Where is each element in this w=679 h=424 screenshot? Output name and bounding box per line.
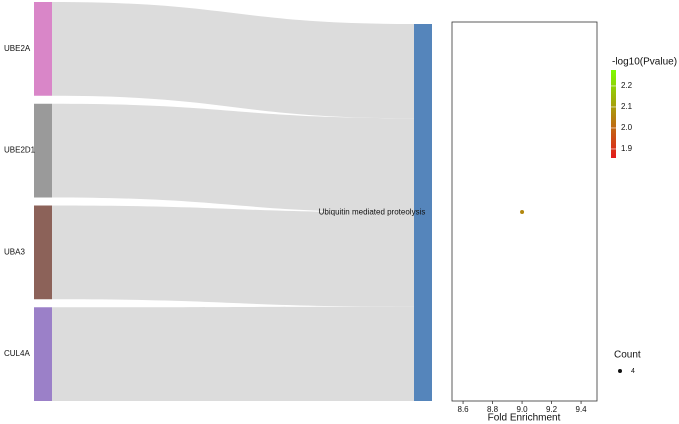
node-label: UBE2D1 xyxy=(4,146,36,155)
color-tick-label: 2.2 xyxy=(621,81,633,90)
color-tick-label: 1.9 xyxy=(621,144,633,153)
size-legend-label: 4 xyxy=(631,368,635,375)
x-tick-label: 8.6 xyxy=(458,405,470,414)
color-bar xyxy=(611,70,616,158)
color-tick-label: 2.0 xyxy=(621,123,633,132)
sankey-node xyxy=(34,2,52,96)
sankey-link xyxy=(52,306,414,401)
node-label: UBE2A xyxy=(4,44,31,53)
point xyxy=(520,210,525,214)
color-legend-title: -log10(Pvalue) xyxy=(612,57,677,68)
node-label: CUL4A xyxy=(4,349,30,358)
sankey-node xyxy=(34,205,52,300)
x-tick-label: 9.4 xyxy=(576,405,588,414)
color-tick-label: 2.1 xyxy=(621,102,633,111)
x-tick-label: 9.0 xyxy=(517,405,529,414)
plot-frame xyxy=(451,21,598,402)
sankey-node xyxy=(414,24,432,401)
size-legend-title: Count xyxy=(614,350,641,361)
sankey-link xyxy=(52,103,414,213)
node-label: UBA3 xyxy=(4,247,25,256)
sankey-link xyxy=(52,205,414,307)
x-tick-label: 9.2 xyxy=(546,405,558,414)
size-legend-dot xyxy=(618,369,622,373)
sankey-node xyxy=(34,103,52,198)
sankey-node xyxy=(34,307,52,401)
x-axis-title: Fold Enrichment xyxy=(488,413,561,424)
x-tick-label: 8.8 xyxy=(487,405,499,414)
node-label: Ubiquitin mediated proteolysis xyxy=(319,208,426,217)
sankey-link xyxy=(52,2,414,119)
